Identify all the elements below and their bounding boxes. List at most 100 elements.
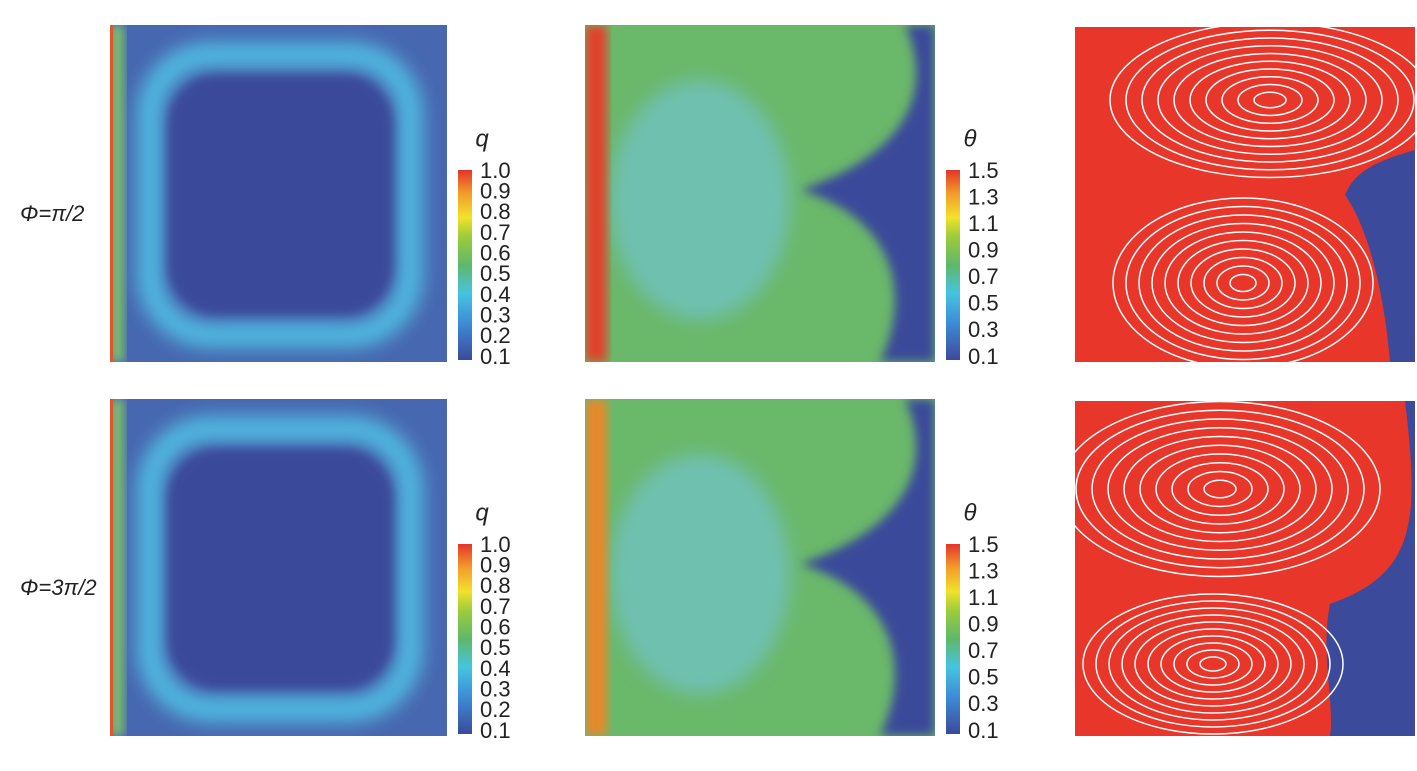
q-field <box>110 399 447 736</box>
streamline <box>1121 614 1305 714</box>
colorbar-title: θ <box>963 125 976 152</box>
streamline <box>1139 444 1301 534</box>
streamline <box>1190 248 1296 318</box>
streamline <box>1177 239 1309 327</box>
colorbar-tick-label: 0.7 <box>480 594 511 619</box>
colorbar-tick-label: 1.5 <box>968 158 999 183</box>
streamline <box>1138 214 1348 352</box>
streamline <box>1199 656 1227 672</box>
q-field <box>110 25 447 362</box>
streamline <box>1164 231 1322 335</box>
core <box>168 449 393 689</box>
streamline <box>1203 479 1237 499</box>
streamline <box>1160 635 1266 693</box>
colorbar-tick-label: 0.3 <box>480 676 511 701</box>
colorbar-tick-label: 0.7 <box>480 220 511 245</box>
streamlines <box>1075 401 1415 736</box>
streamline <box>1141 37 1399 163</box>
wall <box>110 399 124 736</box>
wall-hot <box>110 25 113 362</box>
streamline <box>1075 409 1365 569</box>
streamline <box>1216 265 1270 301</box>
hot-wall <box>585 399 607 736</box>
colorbar-title: q <box>475 125 489 152</box>
streamline <box>1253 91 1287 109</box>
colorbar-tick-label: 0.2 <box>480 697 511 722</box>
colorbar <box>458 544 472 734</box>
streamline <box>1229 273 1257 293</box>
colorbar-tick-label: 0.3 <box>968 691 999 716</box>
core <box>168 75 393 315</box>
colorbar-tick-label: 0.2 <box>480 323 511 348</box>
colorbar-tick-label: 0.5 <box>480 261 511 286</box>
streamline <box>1205 68 1335 132</box>
colorbar-tick-label: 0.1 <box>968 718 999 743</box>
wall-hot <box>110 399 113 736</box>
streamlines <box>1075 27 1415 362</box>
streamline <box>1109 27 1415 179</box>
theta-field <box>585 399 935 736</box>
theta-field <box>585 25 935 362</box>
colorbar-tick-label: 0.9 <box>968 612 999 637</box>
colorbar-tick-label: 0.8 <box>480 573 511 598</box>
colorbar-tick-label: 1.1 <box>968 211 999 236</box>
streamline <box>1082 593 1344 735</box>
colorbar-tick-label: 0.9 <box>968 238 999 263</box>
streamline <box>1173 52 1367 148</box>
colorbar-tick-label: 0.5 <box>480 635 511 660</box>
streamline <box>1171 462 1269 516</box>
colorbar-tick-label: 0.4 <box>480 282 511 307</box>
cold-region <box>800 25 935 362</box>
streamline <box>1123 435 1317 543</box>
streamline <box>1187 470 1253 508</box>
colorbar-tick-label: 0.9 <box>480 552 511 577</box>
streamline <box>1134 621 1292 707</box>
colorbar-tick-label: 0.1 <box>480 718 511 743</box>
colorbar-tick-label: 0.1 <box>480 344 511 369</box>
figure-row: Φ=π/2q1.00.90.80.70.60.50.40.30.20.1θ1.5… <box>20 25 1415 369</box>
streamline <box>1107 427 1333 551</box>
colorbar-tick-label: 1.0 <box>480 532 511 557</box>
streamline <box>1203 256 1283 310</box>
hot-wall <box>585 25 607 362</box>
streamline <box>1221 76 1319 124</box>
streamline <box>1147 628 1279 700</box>
row-label: Φ=π/2 <box>20 201 84 226</box>
colorbar <box>946 170 960 360</box>
colorbar-tick-label: 0.5 <box>968 665 999 690</box>
cool-core <box>610 80 790 320</box>
streamline <box>1112 197 1374 362</box>
colorbar <box>458 170 472 360</box>
ring <box>137 416 423 722</box>
streamline <box>1075 401 1381 578</box>
colorbar-tick-label: 0.4 <box>480 656 511 681</box>
streamline <box>1125 205 1361 361</box>
streamline <box>1151 222 1335 344</box>
colorbar-tick-label: 0.6 <box>480 240 511 265</box>
streamline <box>1091 418 1349 560</box>
wall <box>110 25 124 362</box>
colorbar-tick-label: 1.3 <box>968 558 999 583</box>
streamline <box>1189 60 1351 140</box>
streamline <box>1237 83 1303 117</box>
streamline <box>1186 649 1240 679</box>
row-label: Φ=3π/2 <box>20 575 97 600</box>
cool-core <box>610 454 790 694</box>
cold-region <box>800 399 935 736</box>
fluid <box>1075 401 1412 736</box>
colorbar-tick-label: 0.9 <box>480 178 511 203</box>
streamline <box>1125 29 1415 171</box>
figure-row: Φ=3π/2q1.00.90.80.70.60.50.40.30.20.1θ1.… <box>20 399 1415 743</box>
colorbar-tick-label: 0.6 <box>480 614 511 639</box>
colorbar-title: θ <box>963 499 976 526</box>
colorbar-tick-label: 1.1 <box>968 585 999 610</box>
streamline <box>1095 600 1331 728</box>
colorbar-tick-label: 0.5 <box>968 291 999 316</box>
colorbar-tick-label: 0.8 <box>480 199 511 224</box>
colorbar <box>946 544 960 734</box>
colorbar-tick-label: 0.7 <box>968 638 999 663</box>
colorbar-tick-label: 0.1 <box>968 344 999 369</box>
colorbar-tick-label: 0.3 <box>480 302 511 327</box>
